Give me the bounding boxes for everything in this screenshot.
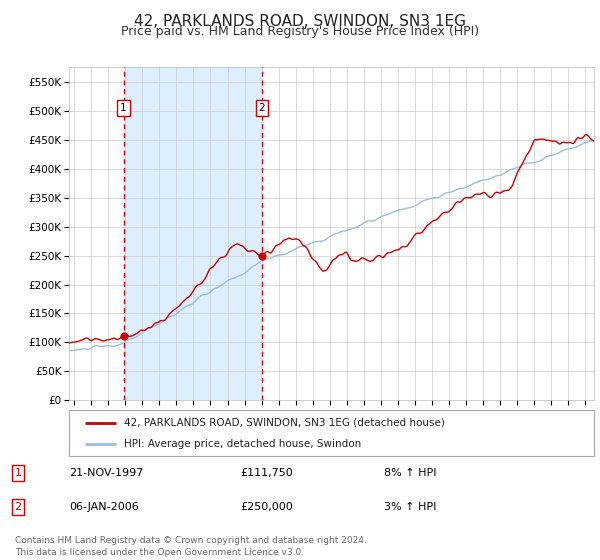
Text: 8% ↑ HPI: 8% ↑ HPI <box>384 468 437 478</box>
Text: HPI: Average price, detached house, Swindon: HPI: Average price, detached house, Swin… <box>124 439 361 449</box>
Text: 2: 2 <box>259 103 265 113</box>
Text: 21-NOV-1997: 21-NOV-1997 <box>69 468 143 478</box>
Text: 2: 2 <box>14 502 22 512</box>
Text: 1: 1 <box>120 103 127 113</box>
Text: This data is licensed under the Open Government Licence v3.0.: This data is licensed under the Open Gov… <box>15 548 304 557</box>
Text: Contains HM Land Registry data © Crown copyright and database right 2024.: Contains HM Land Registry data © Crown c… <box>15 536 367 545</box>
Text: 3% ↑ HPI: 3% ↑ HPI <box>384 502 436 512</box>
Text: £111,750: £111,750 <box>240 468 293 478</box>
Text: 06-JAN-2006: 06-JAN-2006 <box>69 502 139 512</box>
Point <box>119 331 128 340</box>
Text: 1: 1 <box>14 468 22 478</box>
Text: £250,000: £250,000 <box>240 502 293 512</box>
Text: Price paid vs. HM Land Registry's House Price Index (HPI): Price paid vs. HM Land Registry's House … <box>121 25 479 38</box>
FancyBboxPatch shape <box>69 410 594 456</box>
Text: 42, PARKLANDS ROAD, SWINDON, SN3 1EG: 42, PARKLANDS ROAD, SWINDON, SN3 1EG <box>134 14 466 29</box>
Bar <box>124 67 262 400</box>
Point <box>257 251 267 260</box>
Text: 42, PARKLANDS ROAD, SWINDON, SN3 1EG (detached house): 42, PARKLANDS ROAD, SWINDON, SN3 1EG (de… <box>124 418 445 428</box>
